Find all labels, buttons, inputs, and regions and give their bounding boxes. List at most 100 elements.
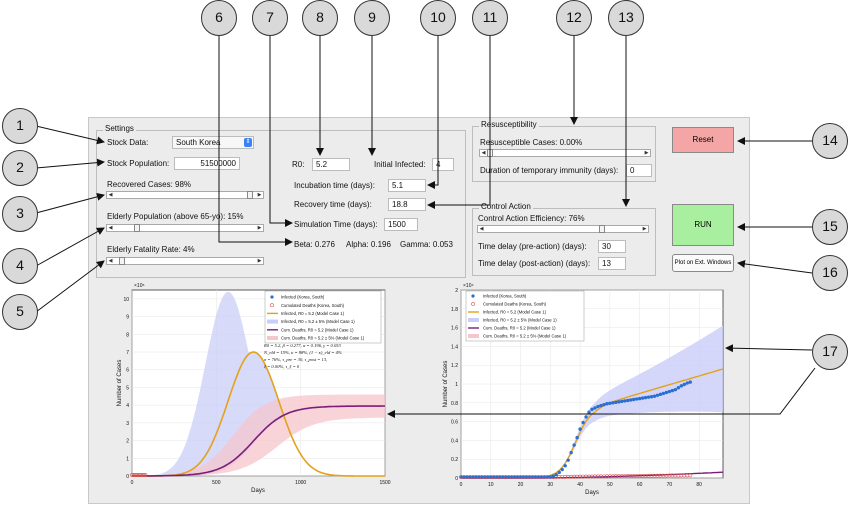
callout-5: 5 <box>2 294 38 330</box>
stock-data-select[interactable]: South Korea ⇕ <box>172 136 254 149</box>
chart-1-legend: Infected (Korea, South) Cumulated Deaths … <box>264 290 382 344</box>
chart-1-legend-label: Infected, R0 = 5.2 (Model Case 1) <box>281 311 345 316</box>
chart-2-infected-dot <box>578 427 582 431</box>
slider-right-arrow-icon[interactable]: ▶ <box>257 192 262 198</box>
chart-2-infected-dot <box>614 400 618 405</box>
chart-2-infected-dot <box>682 382 686 387</box>
r0-input[interactable]: 5.2 <box>312 158 350 171</box>
slider-left-arrow-icon[interactable]: ◀ <box>108 258 113 264</box>
chart-2-legend-label: Cumulated Deaths (Korea, South) <box>483 302 547 307</box>
chart-2-legend-label: Infected, R0 = 5.2 ± 5% (Model Case 1) <box>483 318 557 323</box>
reset-button[interactable]: Reset <box>672 127 734 153</box>
chart-1-legend-swatch <box>267 336 278 340</box>
callout-arrow-2 <box>35 158 105 169</box>
chart-2-infected-band <box>461 325 723 478</box>
chart-1-xtick: 1500 <box>379 480 390 486</box>
slider-knob[interactable] <box>134 224 141 232</box>
slider-knob[interactable] <box>599 225 605 233</box>
chart-2-infected-dot <box>459 475 463 479</box>
slider-left-arrow-icon[interactable]: ◀ <box>481 150 486 156</box>
chart-1-legend-swatch <box>270 303 274 308</box>
chart-2-death-marker <box>688 473 693 478</box>
slider-knob[interactable] <box>247 191 254 199</box>
chart-2-infected-dot <box>545 475 549 479</box>
elderly-fatality-slider[interactable]: ◀ ▶ <box>106 257 264 265</box>
callout-arrow-1 <box>35 125 105 145</box>
slider-right-arrow-icon[interactable]: ▶ <box>644 150 649 156</box>
chart-2-ytick: 0.2 <box>451 457 458 463</box>
chart-2-infected-dot <box>563 464 567 468</box>
chart-2-infected-dot <box>492 475 496 479</box>
post-action-input[interactable]: 13 <box>598 257 626 270</box>
slider-right-arrow-icon[interactable]: ▶ <box>642 226 647 232</box>
callout-3: 3 <box>2 196 38 232</box>
chart-2-infected-dot <box>667 389 672 394</box>
chart-2-infected-dot <box>661 391 666 396</box>
recovered-cases-slider[interactable]: ◀ ▶ <box>106 191 264 199</box>
resusceptible-cases-label: Resusceptible Cases: 0.00% <box>480 138 583 147</box>
chart-2-xtick: 40 <box>577 482 583 488</box>
chart-2-infected-dot <box>590 407 594 412</box>
slider-knob[interactable] <box>119 257 126 265</box>
plot-ext-windows-button[interactable]: Plot on Ext. Windows <box>672 254 734 272</box>
chart-1-death-marker <box>130 473 134 477</box>
stock-population-input[interactable]: 51500000 <box>174 157 240 170</box>
incubation-input[interactable]: 5.1 <box>388 179 426 192</box>
callout-arrow-6 <box>218 36 293 246</box>
slider-left-arrow-icon[interactable]: ◀ <box>479 226 484 232</box>
chart-2-infected-dot <box>602 402 606 407</box>
run-button[interactable]: RUN <box>672 204 734 246</box>
chart-2-ytick: 1.8 <box>451 307 458 313</box>
recovery-input[interactable]: 18.8 <box>388 198 426 211</box>
chart-2-ytick: 1.4 <box>451 344 458 350</box>
chart-2-infected-dot <box>605 402 609 406</box>
initial-infected-label: Initial Infected: <box>374 160 426 169</box>
chart-1-death-marker <box>138 473 142 477</box>
chart-1-ytick: 2 <box>126 439 129 445</box>
control-efficiency-slider[interactable]: ◀ ▶ <box>477 225 649 233</box>
callout-arrow-7 <box>269 36 293 227</box>
chart-1-ytick: 10 <box>123 297 129 303</box>
control-efficiency-label: Control Action Efficiency: 76% <box>478 214 585 223</box>
chart-2-infected-dot <box>626 398 630 403</box>
slider-left-arrow-icon[interactable]: ◀ <box>108 192 113 198</box>
chart-1-ylabel: Number of Cases <box>117 360 123 407</box>
chart-2-infected-dot <box>637 396 642 401</box>
resusceptibility-title: Resusceptibility <box>479 120 539 129</box>
chart-1-legend-label: Infected, R0 = 5.2 ± 5% (Model Case 1) <box>281 319 355 324</box>
chart-2-infected-dot <box>468 475 472 479</box>
chart-2-infected-dot <box>575 435 579 440</box>
callout-arrow-5 <box>35 260 105 313</box>
chart-2-infected-dot <box>542 475 546 479</box>
chart-2-legend-swatch <box>471 294 475 298</box>
chart-2-infected-dot <box>507 475 511 479</box>
chart-2-infected-dot <box>566 458 570 462</box>
chart-2-infected-dot <box>640 396 645 400</box>
chart-1-death-marker <box>142 473 147 477</box>
settings-title: Settings <box>103 124 136 133</box>
chart-2-ytick: 0 <box>455 476 458 482</box>
chart-2-exponent: ×10⁴ <box>463 283 474 289</box>
chart-2-infected-dot <box>522 475 526 479</box>
chart-2-infected-dot <box>527 475 531 479</box>
chart-2-infected-dot <box>596 404 600 409</box>
settings-group: Settings <box>96 124 466 278</box>
chart-1-deaths-line <box>132 405 385 477</box>
chart-2-legend-swatch <box>471 302 475 306</box>
simulation-time-input[interactable]: 1500 <box>384 218 418 231</box>
elderly-population-slider[interactable]: ◀ ▶ <box>106 224 264 232</box>
slider-left-arrow-icon[interactable]: ◀ <box>108 225 113 231</box>
chart-2-infected-dot <box>516 475 520 479</box>
r0-label: R0: <box>292 160 305 169</box>
incubation-label: Incubation time (days): <box>294 181 375 190</box>
chart-2-legend-label: Cum. Deaths, R0 = 5.2 (Model Case 1) <box>483 326 556 331</box>
chart-1-xlabel: Days <box>251 488 265 494</box>
chart-2-infected-dot <box>587 410 591 414</box>
chart-2-xtick: 80 <box>696 482 702 488</box>
chart-2-infected-dot <box>652 394 657 398</box>
slider-right-arrow-icon[interactable]: ▶ <box>257 258 262 264</box>
chart-2-infected-dot <box>483 475 487 479</box>
chart-1-ytick: 5 <box>126 385 129 391</box>
slider-right-arrow-icon[interactable]: ▶ <box>257 225 262 231</box>
pre-action-input[interactable]: 30 <box>598 240 626 253</box>
